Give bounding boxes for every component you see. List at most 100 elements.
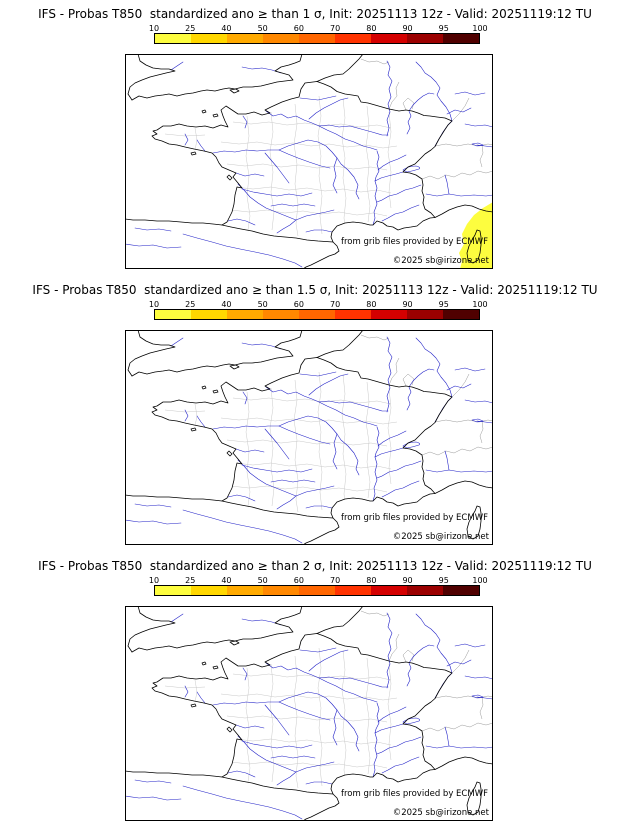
- department-border-line: [232, 673, 392, 681]
- department-border-line: [234, 186, 392, 194]
- river-vienne: [264, 152, 290, 184]
- river-danube: [464, 123, 493, 128]
- department-border-line: [226, 715, 388, 723]
- panel-title: IFS - Probas T850 standardized ano ≥ tha…: [32, 283, 598, 297]
- island-jersey: [212, 113, 219, 118]
- river-adour: [227, 770, 256, 778]
- river-durance: [381, 480, 420, 498]
- map-container: from grib files provided by ECMWF ©2025 …: [125, 330, 493, 545]
- river-ebro: [182, 233, 303, 268]
- river-durance: [381, 756, 420, 774]
- map-container: from grib files provided by ECMWF ©2025 …: [125, 606, 493, 821]
- river-severn: [170, 337, 184, 347]
- colorbar-tick-label: 100: [472, 576, 488, 585]
- coastlines-group: [125, 330, 493, 545]
- map-attribution: from grib files provided by ECMWF: [341, 513, 488, 523]
- department-border-line: [317, 647, 323, 787]
- coastline-england-south: [131, 606, 303, 653]
- rivers-group: [125, 336, 493, 544]
- colorbar-tick-label: 10: [148, 24, 160, 33]
- colorbar-segment: [443, 310, 479, 319]
- river-oise: [308, 649, 349, 672]
- panel-1: IFS - Probas T850 standardized ano ≥ tha…: [0, 0, 630, 276]
- map-copyright: ©2025 sb@irizone.net: [392, 532, 489, 542]
- border-belgium-germany: [388, 81, 400, 110]
- river-aude: [305, 505, 333, 509]
- country-borders-group: [360, 610, 493, 732]
- border-belgium-netherlands: [360, 334, 390, 341]
- river-garonne: [237, 735, 297, 786]
- colorbar-tick-label: 70: [330, 300, 341, 309]
- department-border-line: [230, 209, 388, 217]
- river-spain-north: [134, 779, 172, 784]
- department-border-line: [232, 397, 392, 405]
- coastline-england-south: [131, 54, 303, 101]
- department-borders-group: [164, 647, 398, 789]
- colorbar-segment: [407, 310, 443, 319]
- river-lot: [270, 755, 316, 759]
- lake-constance: [471, 142, 484, 147]
- colorbar-segment: [263, 34, 299, 43]
- river-doubs: [377, 430, 407, 447]
- river-orne: [242, 115, 248, 129]
- panel-3: IFS - Probas T850 standardized ano ≥ tha…: [0, 552, 630, 828]
- colorbar-tick-label: 90: [402, 576, 413, 585]
- rivers-group: [125, 612, 493, 820]
- colorbar-segment: [371, 310, 407, 319]
- river-neckar: [446, 107, 472, 115]
- river-danube: [464, 675, 493, 680]
- river-oise: [308, 97, 349, 120]
- department-border-line: [365, 657, 371, 775]
- map-sea-background: [125, 330, 493, 545]
- coastline-france: [151, 633, 453, 795]
- colorbar-tick-label: 80: [366, 24, 377, 33]
- colorbar-segment: [299, 586, 335, 595]
- colorbar-segment: [155, 586, 191, 595]
- coastline-italy: [434, 204, 493, 218]
- colorbar-segment: [155, 34, 191, 43]
- colorbar-labels: 10 25 40 50 60 70 80 90 95 100: [149, 300, 488, 309]
- border-german-state: [451, 97, 470, 122]
- river-duero: [125, 795, 182, 801]
- river-danube: [464, 399, 493, 404]
- department-border-line: [365, 381, 371, 499]
- department-border-line: [365, 105, 371, 223]
- border-swiss-italian: [421, 170, 493, 180]
- department-border-line: [234, 462, 392, 470]
- river-charente: [235, 172, 265, 177]
- colorbar-tick-label: 90: [402, 24, 413, 33]
- colorbar-tick-label: 60: [293, 576, 304, 585]
- coastline-corsica: [466, 505, 482, 540]
- department-borders-group: [164, 95, 398, 237]
- river-allier: [332, 157, 338, 194]
- map-copyright: ©2025 sb@irizone.net: [392, 808, 489, 818]
- border-swiss-austrian: [479, 420, 484, 444]
- river-marne: [318, 124, 389, 136]
- island-isle-of-wight: [229, 364, 240, 370]
- department-borders-group: [164, 371, 398, 513]
- colorbar-tick-label: 10: [148, 576, 160, 585]
- department-border-line: [269, 663, 275, 783]
- river-loire: [212, 139, 360, 200]
- river-meuse: [386, 60, 393, 137]
- colorbar-tick-label: 40: [221, 576, 232, 585]
- river-cher: [278, 425, 331, 445]
- river-spain-north: [134, 227, 172, 232]
- river-cher: [278, 149, 331, 169]
- river-vienne: [264, 428, 290, 460]
- island-oleron: [226, 174, 233, 181]
- coastline-france: [151, 357, 453, 519]
- department-border-line: [220, 141, 398, 149]
- colorbar-segment: [335, 586, 371, 595]
- lake-constance: [471, 694, 484, 699]
- river-po-tributary: [444, 450, 450, 471]
- coastline-spain-north: [125, 218, 223, 226]
- border-swiss-german: [434, 419, 493, 423]
- colorbar-segment: [299, 34, 335, 43]
- border-swiss-german: [434, 143, 493, 147]
- river-dordogne: [241, 464, 313, 473]
- colorbar-tick-label: 100: [472, 300, 488, 309]
- island-belle-ile: [190, 151, 197, 156]
- department-border-line: [341, 649, 347, 787]
- map-frame: [125, 330, 493, 545]
